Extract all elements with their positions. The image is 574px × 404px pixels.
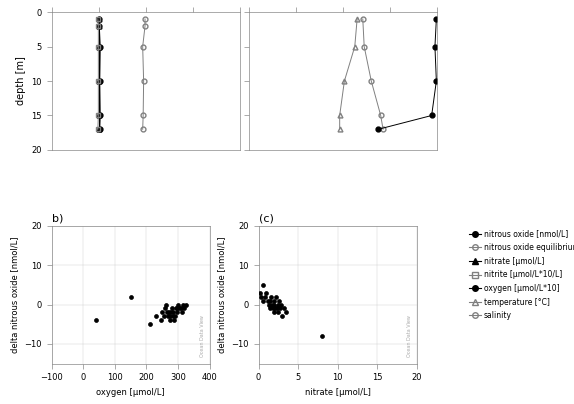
Text: (c): (c) (259, 214, 273, 223)
Point (272, 293, 281, 300)
Y-axis label: delta nitrous oxide [nmol/L]: delta nitrous oxide [nmol/L] (10, 236, 19, 353)
Point (266, 305, 275, 312)
Point (280, 305, 289, 312)
Point (172, 305, 181, 312)
Point (166, 313, 175, 320)
Point (274, 297, 284, 304)
Point (164, 309, 173, 316)
Point (179, 301, 188, 308)
Point (171, 305, 180, 312)
Y-axis label: depth [m]: depth [m] (16, 57, 26, 105)
Text: Ocean Data View: Ocean Data View (200, 315, 205, 357)
Point (168, 313, 177, 320)
Point (164, 313, 173, 320)
Point (267, 293, 276, 300)
Point (259, 282, 268, 288)
Point (263, 297, 273, 304)
Point (161, 305, 170, 312)
Point (270, 301, 279, 308)
Text: Ocean Data View: Ocean Data View (407, 315, 412, 357)
Point (276, 305, 285, 312)
Point (266, 297, 275, 304)
Point (169, 309, 178, 316)
Point (162, 309, 172, 316)
Point (173, 301, 183, 308)
Point (264, 301, 273, 308)
Point (145, 321, 154, 328)
Point (270, 305, 280, 312)
Point (160, 313, 169, 320)
Point (282, 309, 291, 316)
Point (170, 317, 179, 324)
Legend: nitrous oxide [nmol/L], nitrous oxide equilibrium [nmol/L], nitrate [μmol/L], ni: nitrous oxide [nmol/L], nitrous oxide eq… (470, 229, 574, 320)
Point (272, 305, 281, 312)
Point (156, 317, 165, 324)
Point (257, 293, 266, 300)
Point (176, 305, 185, 312)
Point (278, 313, 287, 320)
Point (180, 305, 189, 312)
Point (255, 290, 265, 296)
Point (276, 301, 285, 308)
Point (167, 305, 176, 312)
Point (258, 297, 267, 304)
Point (165, 317, 174, 324)
Point (161, 301, 170, 308)
Point (273, 301, 282, 308)
Point (166, 309, 176, 316)
Point (173, 309, 182, 316)
Point (181, 301, 191, 308)
Point (270, 297, 279, 304)
Text: b): b) (52, 214, 63, 223)
Y-axis label: delta nitrous oxide [nmol/L]: delta nitrous oxide [nmol/L] (217, 236, 226, 353)
Point (274, 309, 283, 316)
Point (177, 309, 187, 316)
Point (317, 333, 327, 339)
Point (126, 293, 135, 300)
Point (170, 313, 180, 320)
Point (91, 317, 100, 324)
Point (268, 305, 277, 312)
Point (267, 301, 277, 308)
X-axis label: oxygen [μmol/L]: oxygen [μmol/L] (96, 388, 165, 397)
Point (262, 290, 271, 296)
Point (174, 305, 184, 312)
X-axis label: nitrate [μmol/L]: nitrate [μmol/L] (305, 388, 371, 397)
Point (158, 309, 167, 316)
Point (269, 309, 278, 316)
Point (152, 313, 161, 320)
Point (261, 293, 270, 300)
